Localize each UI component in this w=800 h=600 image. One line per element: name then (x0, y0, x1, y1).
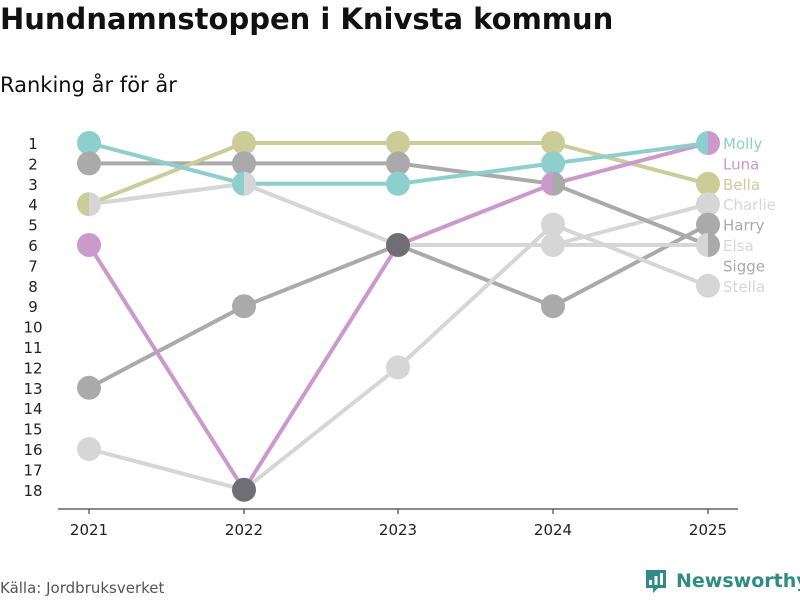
rank-marker (541, 171, 565, 196)
end-label-sigge: Sigge (723, 257, 765, 275)
rank-marker (696, 212, 720, 237)
rank-marker-left-half (541, 171, 553, 196)
rank-marker-left-half (77, 192, 89, 217)
y-tick-label: 18 (23, 482, 42, 500)
rank-marker (77, 131, 101, 155)
rank-marker (232, 151, 256, 176)
rank-marker (386, 171, 410, 196)
x-tick-label: 2021 (70, 521, 108, 539)
end-label-elsa: Elsa (723, 237, 754, 255)
x-tick-label: 2023 (379, 521, 417, 539)
y-tick-label: 16 (23, 441, 42, 459)
x-tick-label: 2025 (689, 521, 727, 539)
rank-marker (77, 375, 101, 400)
x-tick-label: 2022 (225, 521, 263, 539)
rank-marker-right-half (708, 233, 720, 257)
rank-marker (386, 151, 410, 176)
rank-marker (232, 477, 256, 502)
y-tick-label: 13 (23, 380, 42, 398)
end-label-stella: Stella (723, 278, 765, 296)
end-label-bella: Bella (723, 176, 760, 194)
y-tick-label: 8 (28, 278, 38, 296)
rank-marker-right-half (244, 171, 256, 196)
brand-name: Newsworthy (676, 570, 800, 592)
end-label-charlie: Charlie (723, 196, 776, 214)
rank-marker (541, 131, 565, 155)
y-tick-label: 5 (28, 217, 38, 235)
y-tick-label: 11 (23, 339, 42, 357)
newsworthy-logo-icon (646, 570, 666, 593)
rank-marker-left-half (696, 233, 708, 257)
end-label-harry: Harry (723, 217, 765, 235)
source-note: Källa: Jordbruksverket (0, 579, 165, 597)
end-labels: Molly Luna Bella Charlie Harry Elsa Sigge Stell… (723, 135, 776, 296)
series-markers (77, 131, 720, 502)
end-label-luna: Luna (723, 155, 759, 173)
rank-marker (541, 151, 565, 176)
rank-marker (696, 171, 720, 196)
rank-marker (77, 151, 101, 176)
rank-marker (77, 233, 101, 257)
rank-marker (696, 273, 720, 298)
y-tick-label: 15 (23, 421, 42, 439)
x-tick-label: 2024 (534, 521, 572, 539)
rank-marker (696, 233, 720, 257)
rank-marker (232, 131, 256, 155)
y-tick-label: 4 (28, 196, 38, 214)
y-tick-label: 2 (28, 155, 38, 173)
chart-title: Hundnamnstoppen i Knivsta kommun (0, 2, 614, 36)
chart-subtitle: Ranking år för år (0, 73, 177, 97)
y-tick-label: 6 (28, 237, 38, 255)
rank-marker (386, 131, 410, 155)
y-tick-label: 10 (23, 319, 42, 337)
rank-marker-left-half (696, 131, 708, 155)
y-tick-label: 14 (23, 400, 42, 418)
y-tick-label: 1 (28, 135, 38, 153)
rank-marker (386, 355, 410, 380)
rank-marker (696, 192, 720, 217)
y-tick-label: 7 (28, 257, 38, 275)
axes: 2021 2022 2023 2024 202512345678910111213141… (23, 135, 738, 539)
rank-marker (541, 294, 565, 319)
newsworthy-logo: Newsworthy (644, 568, 800, 594)
y-tick-label: 17 (23, 461, 42, 479)
rank-marker (232, 294, 256, 319)
rank-marker-left-half (232, 171, 244, 196)
y-tick-label: 3 (28, 176, 38, 194)
rank-marker (77, 192, 101, 217)
rank-marker (77, 437, 101, 461)
rank-marker (696, 131, 720, 155)
rank-marker (232, 171, 256, 196)
y-tick-label: 12 (23, 359, 42, 377)
rank-marker-right-half (708, 131, 720, 155)
rank-marker (386, 233, 410, 257)
rank-marker (541, 212, 565, 237)
y-tick-label: 9 (28, 298, 38, 316)
rank-marker-right-half (89, 192, 101, 217)
rank-marker-right-half (553, 171, 565, 196)
end-label-molly: Molly (723, 135, 762, 153)
rank-marker (541, 233, 565, 257)
